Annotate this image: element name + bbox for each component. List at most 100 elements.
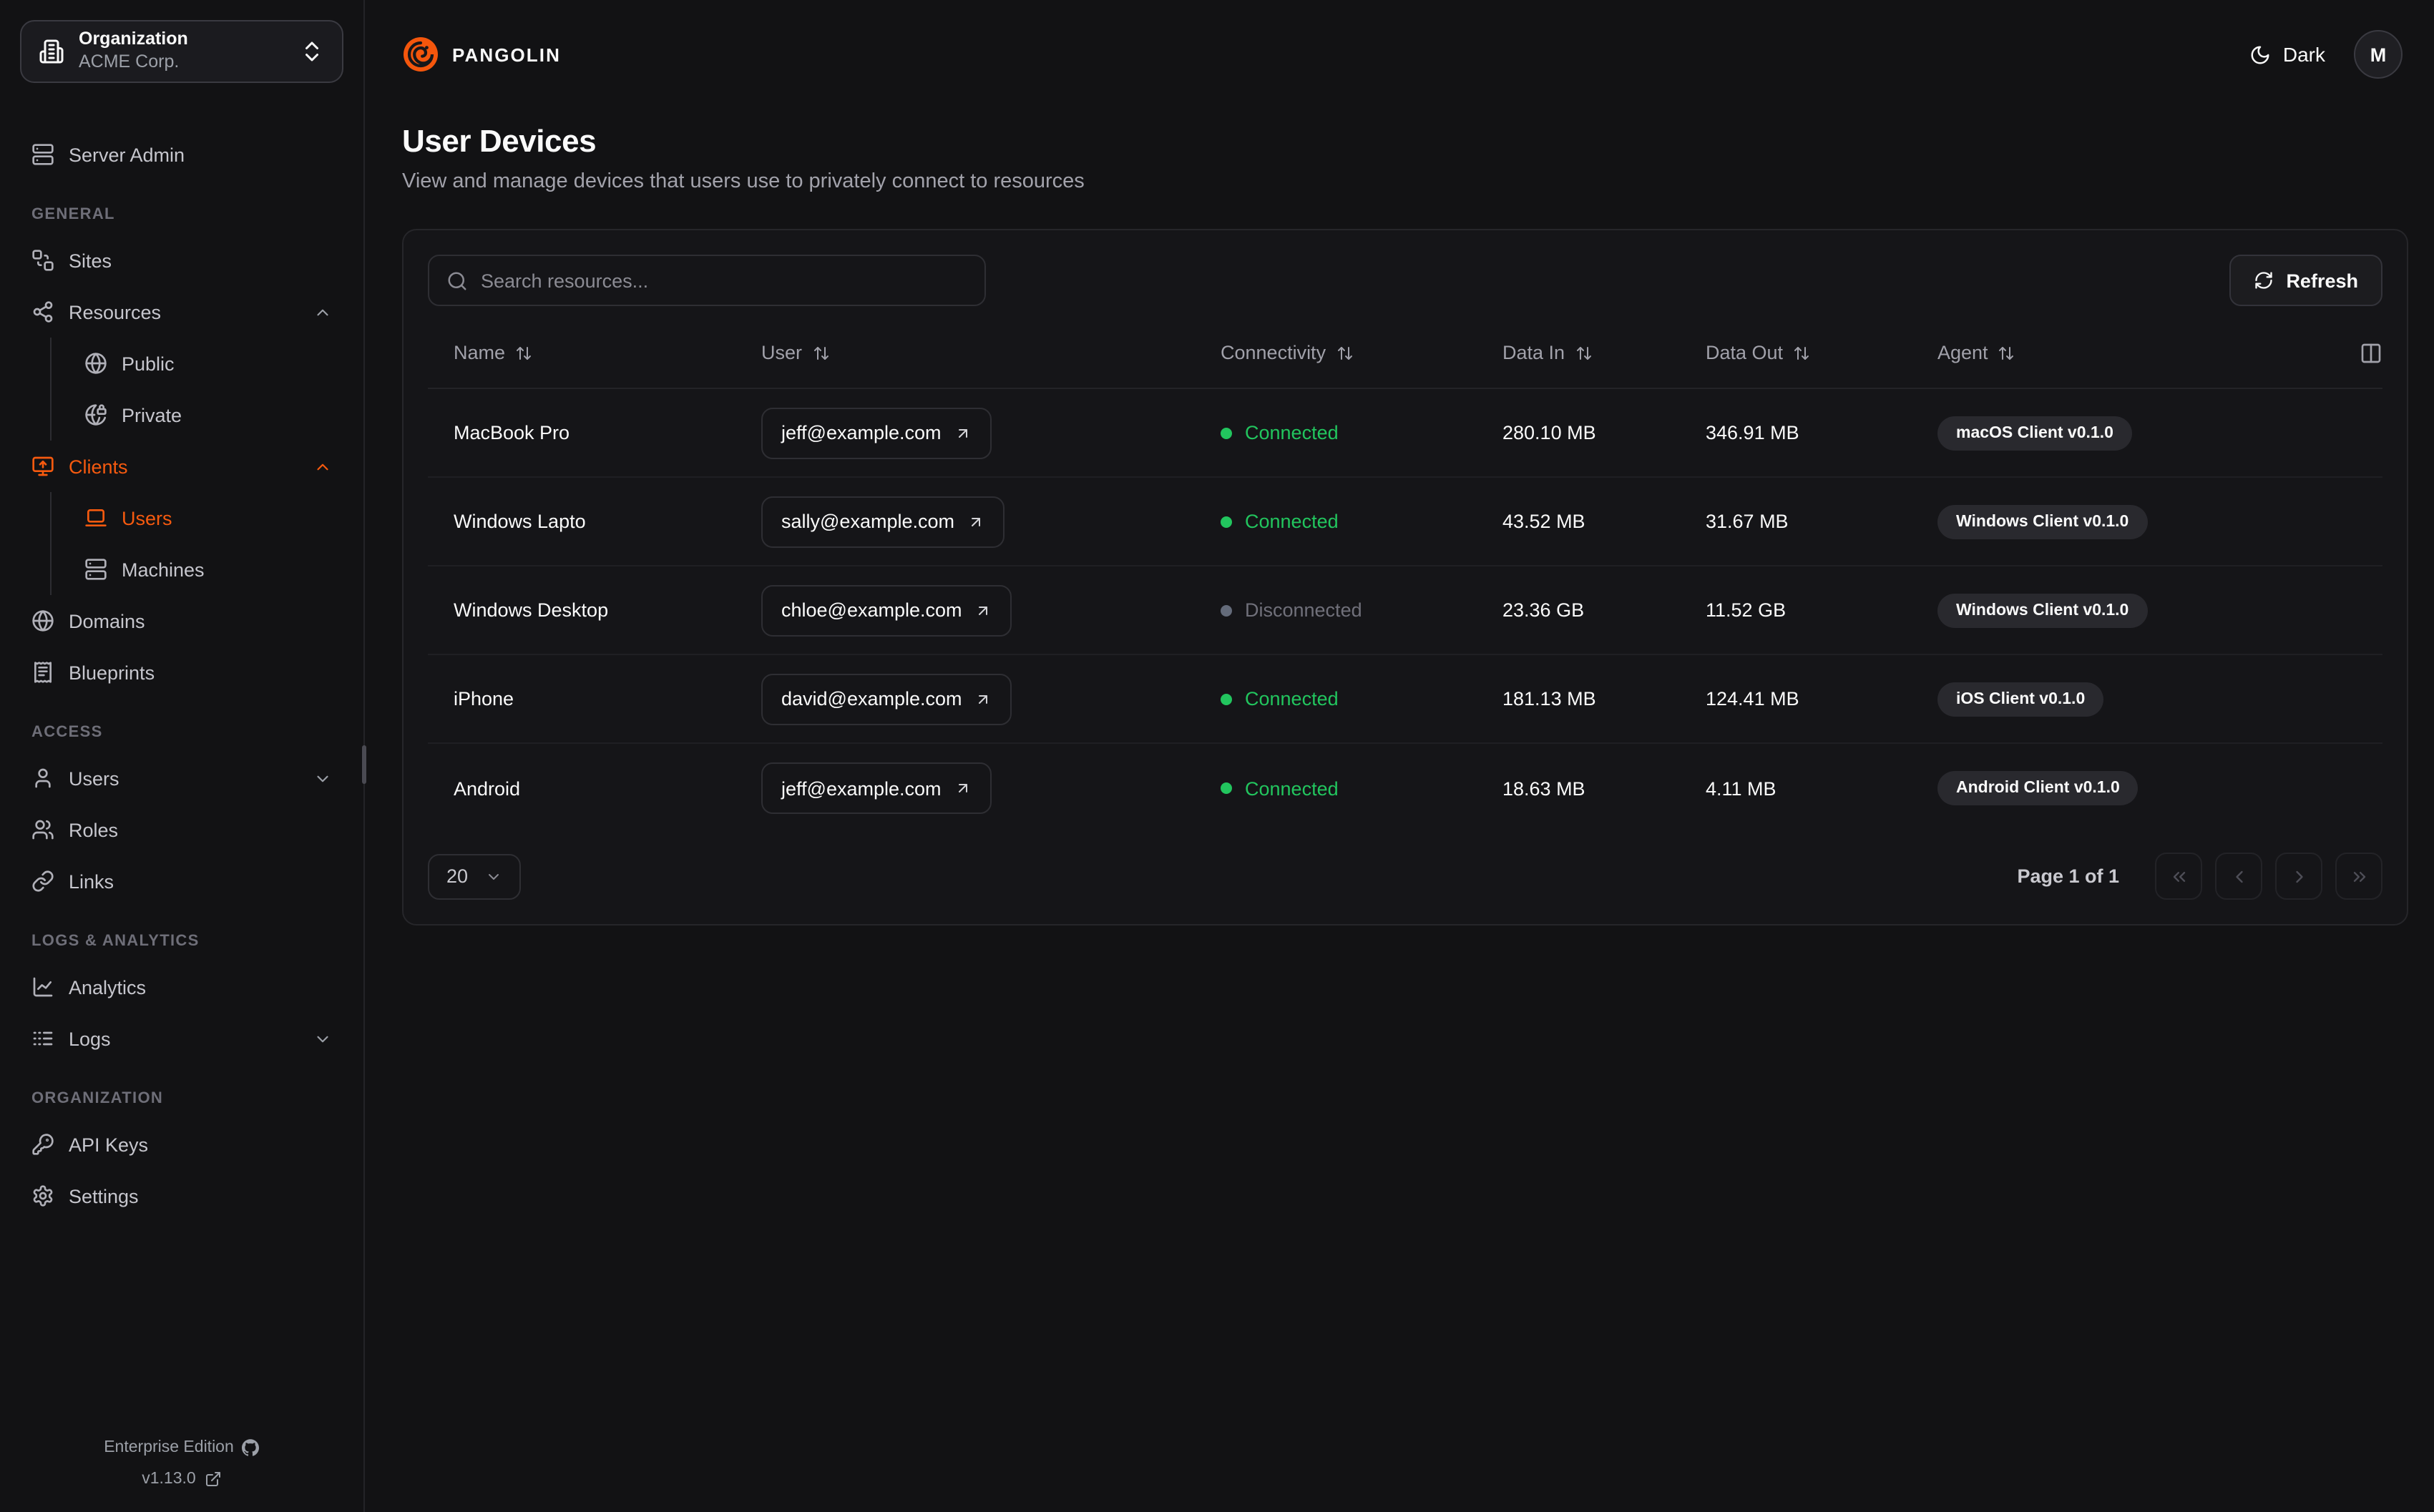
- first-page-button[interactable]: [2155, 853, 2202, 900]
- sidebar-footer: Enterprise Edition v1.13.0: [20, 1432, 343, 1495]
- brand-name: PANGOLIN: [452, 44, 561, 65]
- column-header-user[interactable]: User: [761, 342, 1221, 363]
- topbar: PANGOLIN Dark M: [365, 0, 2434, 109]
- previous-page-button[interactable]: [2215, 853, 2262, 900]
- sidebar-item-clients[interactable]: Clients: [20, 441, 343, 492]
- agent-badge: Android Client v0.1.0: [1937, 771, 2139, 805]
- page-indicator: Page 1 of 1: [2017, 865, 2119, 887]
- agent-badge: iOS Client v0.1.0: [1937, 682, 2104, 716]
- theme-toggle-button[interactable]: Dark: [2250, 43, 2325, 66]
- data-out-value: 124.41 MB: [1706, 688, 1799, 710]
- server-icon: [32, 144, 54, 165]
- section-label-organization: Organization: [31, 1090, 164, 1107]
- sidebar-item-analytics[interactable]: Analytics: [20, 961, 343, 1013]
- sidebar-item-resources[interactable]: Resources: [20, 286, 343, 338]
- chevron-down-icon: [317, 1035, 328, 1042]
- user-email: sally@example.com: [781, 511, 954, 532]
- user-avatar[interactable]: M: [2354, 30, 2403, 79]
- column-header-name[interactable]: Name: [454, 342, 761, 363]
- refresh-button[interactable]: Refresh: [2229, 255, 2382, 306]
- connectivity-status: Connected: [1221, 511, 1502, 532]
- status-text: Connected: [1245, 511, 1339, 532]
- github-icon[interactable]: [242, 1439, 260, 1456]
- status-dot: [1221, 782, 1232, 794]
- sidebar-item-links[interactable]: Links: [20, 855, 343, 907]
- status-text: Connected: [1245, 688, 1339, 710]
- status-dot: [1221, 516, 1232, 527]
- sidebar-item-public[interactable]: Public: [54, 338, 343, 389]
- device-name: MacBook Pro: [454, 422, 570, 443]
- data-in-value: 18.63 MB: [1502, 777, 1585, 799]
- sidebar-item-roles[interactable]: Roles: [20, 804, 343, 855]
- refresh-icon: [2254, 272, 2272, 289]
- last-page-button[interactable]: [2335, 853, 2382, 900]
- user-link-button[interactable]: sally@example.com: [761, 496, 1005, 547]
- sidebar-item-logs[interactable]: Logs: [20, 1013, 343, 1064]
- globe-icon: [85, 353, 107, 374]
- connectivity-status: Connected: [1221, 777, 1502, 799]
- sidebar-item-settings[interactable]: Settings: [20, 1170, 343, 1222]
- device-name: iPhone: [454, 688, 514, 710]
- device-name: Windows Lapto: [454, 511, 586, 532]
- sidebar-item-label: Settings: [69, 1185, 139, 1207]
- column-header-agent[interactable]: Agent: [1937, 342, 2334, 363]
- section-label-general: General: [31, 206, 115, 223]
- table-row: Windows Desktop chloe@example.com Discon…: [428, 566, 2382, 655]
- sidebar-item-blueprints[interactable]: Blueprints: [20, 647, 343, 698]
- gear-icon: [33, 1185, 53, 1207]
- laptop-icon: [85, 509, 107, 526]
- table-toolbar: Refresh: [428, 255, 2382, 306]
- sidebar-item-clients-machines[interactable]: Machines: [54, 544, 343, 595]
- sidebar-item-label: Analytics: [69, 976, 147, 998]
- user-email: chloe@example.com: [781, 599, 962, 621]
- connectivity-status: Disconnected: [1221, 599, 1502, 621]
- search-icon: [448, 271, 466, 290]
- theme-toggle-label: Dark: [2282, 43, 2325, 66]
- status-dot: [1221, 427, 1232, 438]
- column-header-data-in[interactable]: Data In: [1502, 342, 1706, 363]
- user-link-button[interactable]: chloe@example.com: [761, 584, 1012, 636]
- sidebar-item-sites[interactable]: Sites: [20, 235, 343, 286]
- sidebar-item-api-keys[interactable]: API Keys: [20, 1119, 343, 1170]
- search-input[interactable]: [481, 270, 967, 291]
- column-header-data-out[interactable]: Data Out: [1706, 342, 1937, 363]
- sidebar-item-private[interactable]: Private: [54, 389, 343, 441]
- version-label: v1.13.0: [142, 1471, 196, 1488]
- sidebar-item-label: Server Admin: [69, 144, 185, 165]
- sidebar-item-label: Users: [122, 507, 172, 529]
- sidebar-item-server-admin[interactable]: Server Admin: [20, 129, 343, 180]
- table-row: Windows Lapto sally@example.com Connecte…: [428, 478, 2382, 566]
- sidebar-item-clients-users[interactable]: Users: [54, 492, 343, 544]
- sidebar-item-label: Users: [69, 767, 119, 789]
- column-header-connectivity[interactable]: Connectivity: [1221, 342, 1502, 363]
- sidebar-item-users[interactable]: Users: [20, 752, 343, 804]
- receipt-icon: [34, 662, 52, 683]
- device-name: Android: [454, 777, 521, 799]
- page-size-select[interactable]: 20: [428, 853, 522, 899]
- user-link-button[interactable]: jeff@example.com: [761, 407, 992, 458]
- pangolin-logo-icon: [404, 37, 438, 72]
- pagination-bar: 20 Page 1 of 1: [428, 853, 2382, 900]
- user-link-button[interactable]: jeff@example.com: [761, 762, 992, 814]
- status-text: Connected: [1245, 777, 1339, 799]
- data-in-value: 43.52 MB: [1502, 511, 1585, 532]
- sidebar-item-label: Links: [69, 870, 114, 892]
- sort-icon: [813, 346, 829, 359]
- table-header-row: Name User Connectivity Data In Data Out: [428, 318, 2382, 389]
- next-page-button[interactable]: [2275, 853, 2322, 900]
- column-visibility-button[interactable]: [2360, 341, 2382, 364]
- sidebar-item-domains[interactable]: Domains: [20, 595, 343, 647]
- arrow-up-right-icon: [979, 694, 988, 703]
- org-switcher[interactable]: Organization ACME Corp.: [20, 20, 343, 83]
- chevrons-right-icon: [2352, 871, 2365, 881]
- chevron-down-icon: [489, 873, 499, 879]
- sidebar-scrollbar[interactable]: [362, 745, 366, 784]
- globe-lock-icon: [85, 404, 107, 426]
- user-email: david@example.com: [781, 688, 962, 710]
- page-subtitle: View and manage devices that users use t…: [402, 170, 1085, 193]
- user-link-button[interactable]: david@example.com: [761, 673, 1012, 725]
- sort-icon: [1337, 346, 1352, 359]
- arrow-up-right-icon: [958, 428, 967, 437]
- sidebar-item-label: Blueprints: [69, 662, 155, 683]
- external-link-icon[interactable]: [205, 1471, 222, 1488]
